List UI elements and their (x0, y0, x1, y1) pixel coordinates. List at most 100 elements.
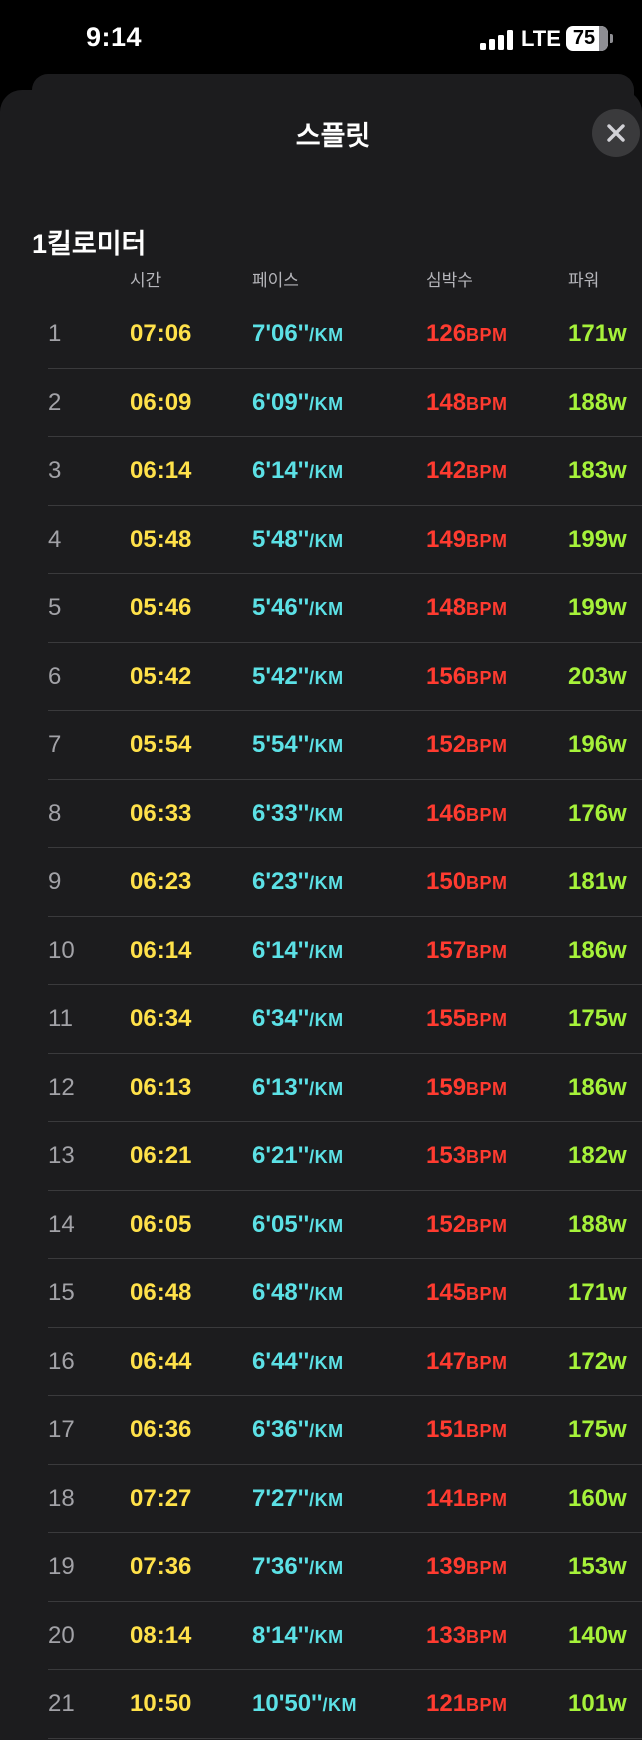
split-power-value: 101 (568, 1690, 609, 1717)
split-power: 171w (568, 1278, 627, 1308)
split-row: 7 05:54 5'54''/KM 152BPM 196w (0, 711, 642, 780)
split-power: 160w (568, 1484, 627, 1514)
split-heart-rate: 146BPM (426, 799, 508, 830)
split-pace-value: 5'42'' (252, 662, 310, 690)
split-time: 06:23 (130, 868, 192, 895)
split-time: 06:09 (130, 388, 192, 416)
split-pace-value: 6'21'' (252, 1142, 310, 1169)
split-pace-value: 5'48'' (252, 525, 310, 553)
split-time: 06:36 (130, 1416, 192, 1443)
pace-unit: /KM (309, 1147, 344, 1167)
heart-rate-unit: BPM (466, 1215, 508, 1236)
split-power-value: 171 (568, 1279, 609, 1306)
split-row: 10 06:14 6'14''/KM 157BPM 186w (0, 917, 642, 986)
split-row: 12 06:13 6'13''/KM 159BPM 186w (0, 1054, 642, 1123)
heart-rate-unit: BPM (466, 1284, 508, 1304)
split-pace: 6'36''/KM (252, 1415, 344, 1446)
heart-rate-unit: BPM (466, 325, 508, 345)
split-heart-rate-value: 152 (426, 1210, 467, 1238)
power-unit: w (608, 1553, 627, 1580)
split-power: 153w (568, 1552, 627, 1582)
split-heart-rate-value: 156 (426, 662, 467, 690)
split-pace: 6'14''/KM (252, 456, 344, 487)
status-bar: 9:14 LTE 75 (0, 0, 642, 76)
split-heart-rate: 121BPM (426, 1689, 508, 1720)
heart-rate-unit: BPM (466, 393, 508, 414)
power-unit: w (608, 1142, 627, 1169)
split-time: 06:14 (130, 936, 192, 964)
split-heart-rate: 142BPM (426, 456, 508, 487)
split-pace: 6'21''/KM (252, 1141, 344, 1172)
heart-rate-unit: BPM (466, 941, 508, 962)
split-row: 4 05:48 5'48''/KM 149BPM 199w (0, 506, 642, 575)
split-heart-rate: 133BPM (426, 1621, 508, 1652)
split-power: 175w (568, 1004, 627, 1034)
split-index: 19 (48, 1553, 75, 1580)
split-row: 8 06:33 6'33''/KM 146BPM 176w (0, 780, 642, 849)
pace-unit: /KM (309, 804, 344, 825)
split-power-value: 199 (568, 594, 609, 621)
split-power-value: 153 (568, 1553, 609, 1580)
split-pace-value: 5'46'' (252, 594, 310, 621)
split-time: 05:54 (130, 731, 192, 758)
split-pace-value: 6'23'' (252, 868, 310, 895)
split-time: 07:06 (130, 320, 192, 347)
split-heart-rate-value: 159 (426, 1073, 467, 1101)
split-power: 175w (568, 1415, 627, 1445)
pace-unit: /KM (322, 1695, 358, 1715)
split-row: 18 07:27 7'27''/KM 141BPM 160w (0, 1465, 642, 1534)
pace-unit: /KM (309, 1558, 344, 1578)
split-pace: 5'42''/KM (252, 662, 344, 693)
pace-unit: /KM (309, 1626, 344, 1647)
split-heart-rate: 141BPM (426, 1484, 508, 1515)
split-row: 5 05:46 5'46''/KM 148BPM 199w (0, 574, 642, 643)
split-time: 05:46 (130, 594, 192, 621)
pace-unit: /KM (309, 1421, 344, 1441)
power-unit: w (608, 662, 627, 690)
split-heart-rate-value: 121 (426, 1690, 467, 1717)
close-button[interactable] (592, 109, 640, 157)
split-power-value: 199 (568, 525, 609, 553)
split-power: 199w (568, 593, 627, 623)
split-power-value: 186 (568, 936, 609, 964)
split-time: 06:13 (130, 1073, 192, 1101)
split-index: 1 (48, 320, 62, 347)
split-pace-value: 6'33'' (252, 799, 310, 827)
heart-rate-unit: BPM (466, 462, 508, 482)
split-row: 1 07:06 7'06''/KM 126BPM 171w (0, 300, 642, 369)
split-time: 06:33 (130, 799, 192, 827)
split-time: 06:48 (130, 1279, 192, 1306)
split-pace: 6'23''/KM (252, 867, 344, 898)
heart-rate-unit: BPM (466, 1626, 508, 1647)
split-time: 06:05 (130, 1210, 192, 1238)
pace-unit: /KM (309, 462, 344, 482)
split-pace-value: 6'13'' (252, 1073, 310, 1101)
split-power: 186w (568, 936, 627, 966)
pace-unit: /KM (309, 941, 344, 962)
split-pace: 5'48''/KM (252, 525, 344, 556)
power-unit: w (608, 1005, 627, 1032)
split-index: 11 (48, 1005, 73, 1032)
split-heart-rate-value: 148 (426, 388, 467, 416)
split-pace-value: 6'14'' (252, 936, 310, 964)
power-unit: w (608, 731, 627, 758)
split-pace: 7'27''/KM (252, 1484, 344, 1515)
split-pace-value: 5'54'' (252, 731, 310, 758)
pace-unit: /KM (309, 530, 344, 551)
split-time: 07:27 (130, 1484, 192, 1512)
split-pace: 6'05''/KM (252, 1210, 344, 1241)
heart-rate-unit: BPM (466, 1695, 508, 1715)
split-power: 188w (568, 388, 627, 418)
pace-unit: /KM (309, 873, 344, 893)
split-row: 2 06:09 6'09''/KM 148BPM 188w (0, 369, 642, 438)
split-index: 16 (48, 1347, 75, 1375)
split-heart-rate-value: 152 (426, 731, 467, 758)
split-heart-rate-value: 141 (426, 1484, 467, 1512)
split-heart-rate: 147BPM (426, 1347, 508, 1378)
split-power-value: 140 (568, 1621, 609, 1649)
pace-unit: /KM (309, 1215, 344, 1236)
split-pace: 6'09''/KM (252, 388, 344, 419)
split-power: 188w (568, 1210, 627, 1240)
split-index: 2 (48, 388, 62, 416)
split-time: 06:44 (130, 1347, 192, 1375)
